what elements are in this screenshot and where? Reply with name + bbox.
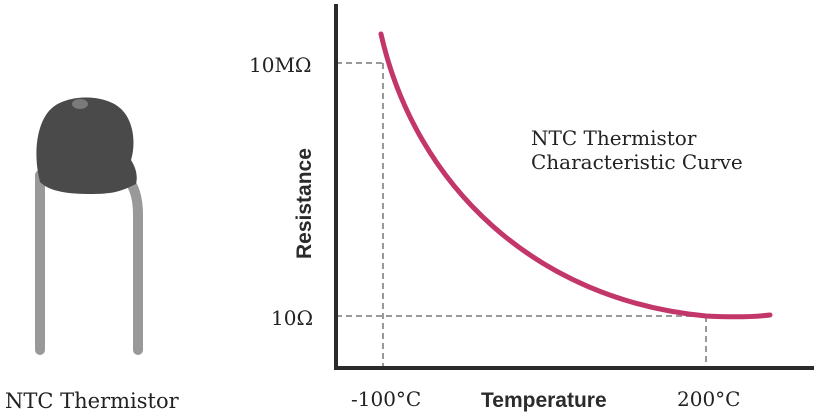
y-tick-10: 10Ω (271, 306, 313, 330)
y-tick-10m: 10MΩ (249, 53, 312, 77)
thermistor-highlight (72, 99, 88, 109)
chart-title-line-2: Characteristic Curve (531, 150, 743, 174)
chart-title-line-1: NTC Thermistor (531, 126, 697, 150)
x-axis-label: Temperature (481, 389, 607, 412)
thermistor-right-lead (122, 173, 143, 355)
x-tick-200: 200°C (677, 387, 740, 411)
thermistor-illustration: NTC Thermistor (5, 97, 180, 413)
characteristic-curve (378, 31, 773, 320)
thermistor-label: NTC Thermistor (5, 389, 180, 413)
y-axis-label: Resistance (293, 148, 316, 259)
characteristic-chart: 10MΩ 10Ω -100°C 200°C Temperature Resist… (249, 4, 814, 412)
x-tick-minus100: -100°C (351, 387, 421, 411)
thermistor-body (36, 97, 137, 194)
